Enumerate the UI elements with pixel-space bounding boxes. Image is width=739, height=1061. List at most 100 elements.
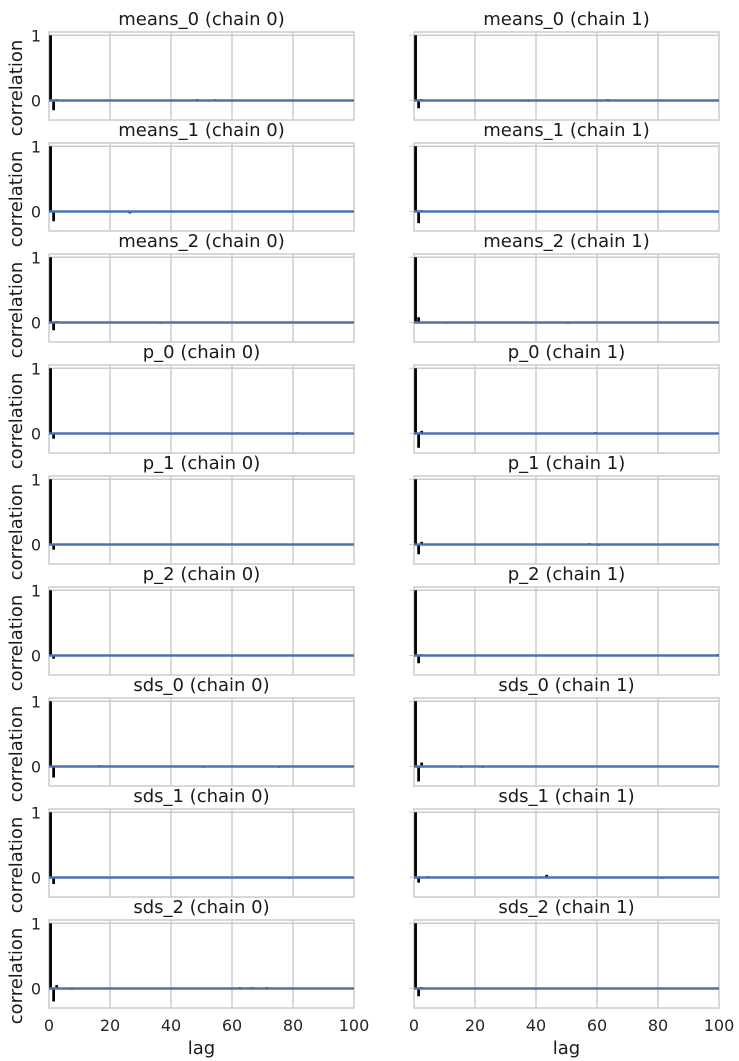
y-axis-label: correlation — [6, 928, 27, 1025]
panel-frame — [48, 364, 355, 454]
acf-bar — [52, 433, 55, 439]
x-axis-label: lag — [188, 1038, 215, 1059]
acf-bar — [52, 655, 55, 659]
x-tick-label: 0 — [409, 1016, 419, 1035]
y-tick-label: 0 — [31, 424, 41, 443]
acf-bar — [52, 322, 55, 331]
x-axis-label: lag — [553, 1038, 580, 1059]
panel-title: sds_0 (chain 1) — [498, 675, 634, 696]
y-tick-label: 1 — [31, 803, 41, 822]
acf-bar — [417, 211, 420, 224]
acf-bar — [420, 430, 424, 434]
acf-bar — [414, 257, 417, 323]
acf-bar — [49, 812, 52, 878]
panel-title: p_1 (chain 0) — [143, 453, 261, 474]
panel-frame — [413, 808, 720, 898]
y-tick-label: 0 — [31, 646, 41, 665]
panel-frame — [48, 475, 355, 565]
y-axis-label: correlation — [6, 262, 27, 359]
x-tick-label: 60 — [222, 1016, 242, 1035]
panel-frame — [48, 919, 355, 1009]
y-axis-label: correlation — [6, 706, 27, 803]
y-tick-label: 0 — [31, 535, 41, 554]
acf-bar — [417, 766, 420, 782]
y-tick-label: 0 — [31, 313, 41, 332]
acf-bar — [52, 100, 55, 111]
acf-bar — [55, 985, 59, 989]
acf-bar — [52, 544, 55, 550]
x-tick-label: 100 — [339, 1016, 370, 1035]
x-tick-label: 0 — [44, 1016, 54, 1035]
y-tick-label: 1 — [31, 137, 41, 156]
panel-title: means_0 (chain 1) — [483, 9, 650, 30]
acf-bar — [52, 988, 55, 1002]
panel-title: means_2 (chain 1) — [483, 231, 650, 252]
acf-bar — [417, 544, 420, 555]
y-tick-label: 0 — [31, 91, 41, 110]
y-axis-label: correlation — [6, 484, 27, 581]
panel-title: sds_2 (chain 0) — [133, 897, 269, 918]
y-tick-label: 1 — [31, 26, 41, 45]
y-tick-label: 0 — [31, 202, 41, 221]
x-tick-label: 20 — [465, 1016, 485, 1035]
acf-bar — [417, 100, 420, 109]
y-axis-label: correlation — [6, 817, 27, 914]
acf-bar — [420, 541, 424, 545]
panel-title: p_1 (chain 1) — [508, 453, 626, 474]
x-tick-label: 40 — [526, 1016, 546, 1035]
panel-title: p_2 (chain 0) — [143, 564, 261, 585]
acf-bar — [414, 590, 417, 656]
panel-frame — [413, 697, 720, 787]
x-tick-label: 20 — [100, 1016, 120, 1035]
acf-bar — [49, 590, 52, 656]
panel-title: sds_0 (chain 0) — [133, 675, 269, 696]
acf-bar — [49, 257, 52, 323]
panel-title: means_1 (chain 0) — [118, 120, 285, 141]
x-tick-label: 100 — [704, 1016, 735, 1035]
acf-bar — [417, 317, 420, 323]
panel-frame — [413, 364, 720, 454]
x-tick-label: 80 — [283, 1016, 303, 1035]
y-tick-label: 1 — [31, 581, 41, 600]
acf-bar — [417, 433, 420, 448]
acf-bar — [417, 655, 420, 664]
y-tick-label: 1 — [31, 359, 41, 378]
y-tick-label: 1 — [31, 692, 41, 711]
y-axis-label: correlation — [6, 151, 27, 248]
acf-bar — [420, 762, 424, 767]
acf-bar — [49, 923, 52, 989]
acf-bar — [52, 211, 55, 222]
y-tick-label: 0 — [31, 757, 41, 776]
x-tick-label: 80 — [648, 1016, 668, 1035]
acf-bar — [414, 923, 417, 989]
panel-title: p_0 (chain 0) — [143, 342, 261, 363]
panel-frame — [48, 253, 355, 343]
panel-frame — [413, 31, 720, 121]
panel-frame — [48, 142, 355, 232]
acf-bar — [49, 368, 52, 434]
y-axis-label: correlation — [6, 40, 27, 137]
acf-bar — [414, 812, 417, 878]
panel-frame — [413, 475, 720, 565]
acf-bar — [414, 35, 417, 101]
panel-title: p_0 (chain 1) — [508, 342, 626, 363]
panel-frame — [413, 586, 720, 676]
acf-bar — [545, 874, 549, 878]
x-tick-label: 60 — [587, 1016, 607, 1035]
panel-title: sds_1 (chain 0) — [133, 786, 269, 807]
panel-frame — [48, 586, 355, 676]
x-tick-label: 40 — [161, 1016, 181, 1035]
panel-frame — [48, 808, 355, 898]
y-tick-label: 0 — [31, 979, 41, 998]
y-tick-label: 1 — [31, 914, 41, 933]
panel-frame — [413, 142, 720, 232]
acf-bar — [49, 479, 52, 545]
acf-bar — [49, 701, 52, 767]
panel-frame — [48, 31, 355, 121]
panel-title: means_1 (chain 1) — [483, 120, 650, 141]
acf-bar — [52, 766, 55, 778]
acf-bar — [414, 368, 417, 434]
acf-bar — [49, 146, 52, 212]
y-tick-label: 1 — [31, 470, 41, 489]
